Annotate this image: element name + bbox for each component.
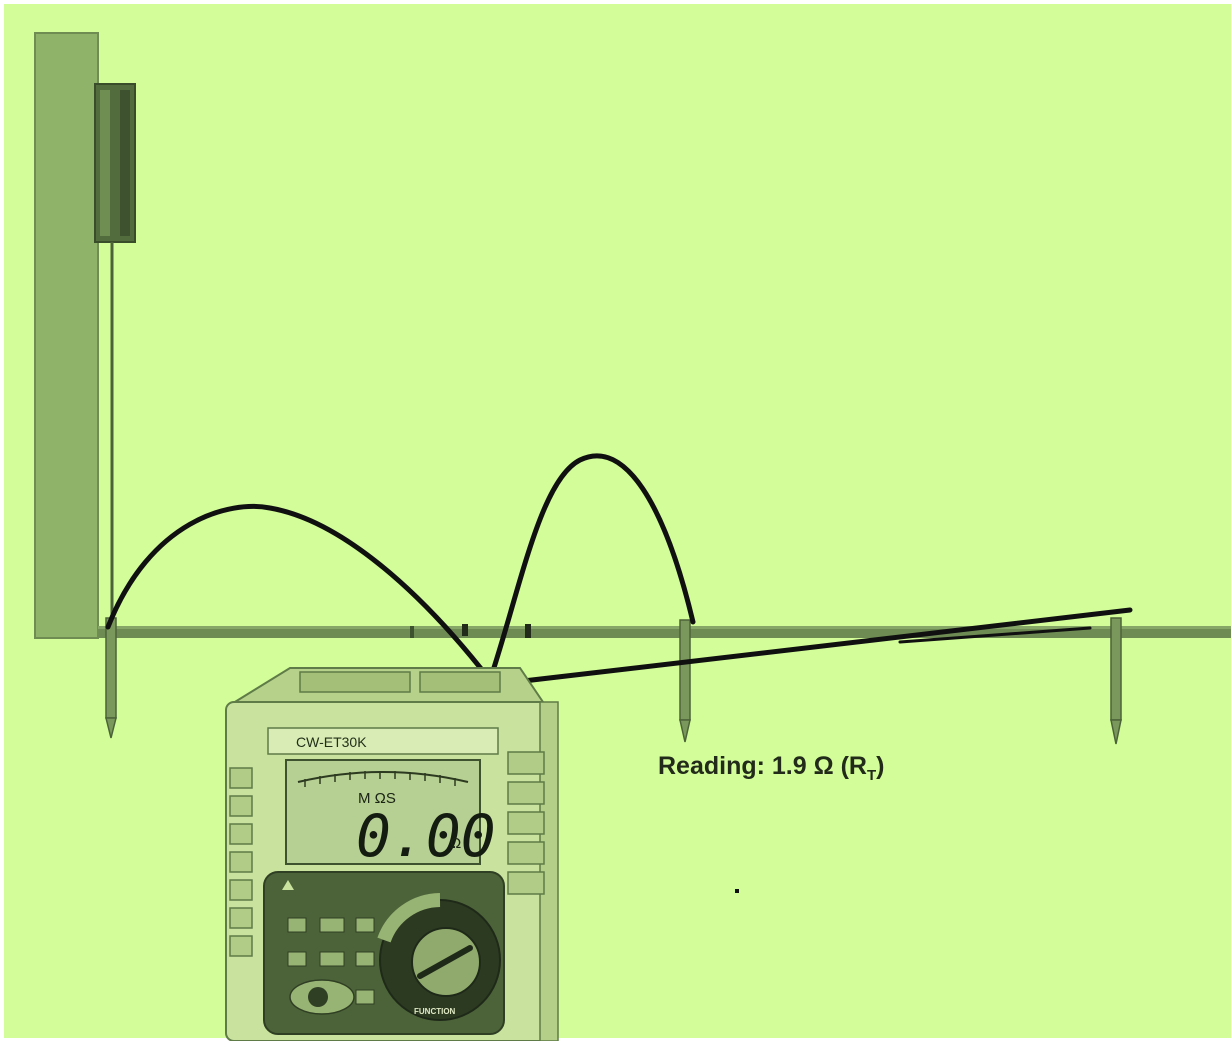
- meter-digital-readout: 0.00: [356, 802, 496, 870]
- reading-suffix: ): [876, 752, 885, 780]
- ground-mark: [462, 624, 468, 636]
- meter-dial-scale: [377, 893, 441, 943]
- meter-button[interactable]: [287, 917, 307, 933]
- earth-electrode-box: [94, 83, 136, 243]
- power-icon: [308, 987, 328, 1007]
- potential-test-lead: [487, 453, 696, 683]
- current-test-lead: [495, 607, 1133, 687]
- building-wall: [34, 32, 99, 639]
- meter-side-grip-left: [229, 767, 253, 957]
- meter-button[interactable]: [319, 951, 345, 967]
- reading-prefix: Reading: 1.9 Ω (R: [658, 752, 867, 780]
- meter-button[interactable]: [355, 989, 375, 1005]
- warning-triangle-icon: [282, 880, 294, 890]
- earth-electrode-stake: [105, 617, 117, 739]
- meter-dial-pointer: [417, 945, 473, 979]
- meter-scale-ticks: [304, 771, 456, 787]
- current-stake: [1110, 617, 1122, 745]
- meter-model-label: CW-ET30K: [296, 734, 367, 750]
- meter-button[interactable]: [355, 951, 375, 967]
- meter-button[interactable]: [287, 951, 307, 967]
- reading-subscript: T: [866, 767, 877, 784]
- scene-background: [4, 4, 1231, 1038]
- meter-function-label: FUNCTION: [414, 1007, 456, 1016]
- ground-mark: [525, 624, 531, 638]
- meter-analog-scale: [297, 771, 469, 783]
- meter-model-plate: [267, 727, 499, 755]
- meter-side-grip-right: [507, 751, 545, 895]
- meter-button[interactable]: [355, 917, 375, 933]
- meter-button[interactable]: [319, 917, 345, 933]
- ground-surface: [98, 626, 1231, 638]
- earth-tester-meter: CW-ET30K M ΩS 0.00 Ω: [225, 667, 559, 1041]
- reading-label: Reading: 1.9 Ω (RT): [658, 752, 884, 784]
- current-lead-return: [898, 626, 1092, 644]
- meter-unit-label: Ω: [450, 835, 461, 852]
- meter-terminal-block: [419, 671, 501, 693]
- stray-dot: [735, 889, 739, 893]
- ground-mark: [410, 626, 414, 638]
- earth-test-lead: [105, 503, 493, 683]
- meter-range-label: M ΩS: [358, 790, 396, 807]
- potential-stake: [679, 619, 691, 743]
- meter-terminal-block: [299, 671, 411, 693]
